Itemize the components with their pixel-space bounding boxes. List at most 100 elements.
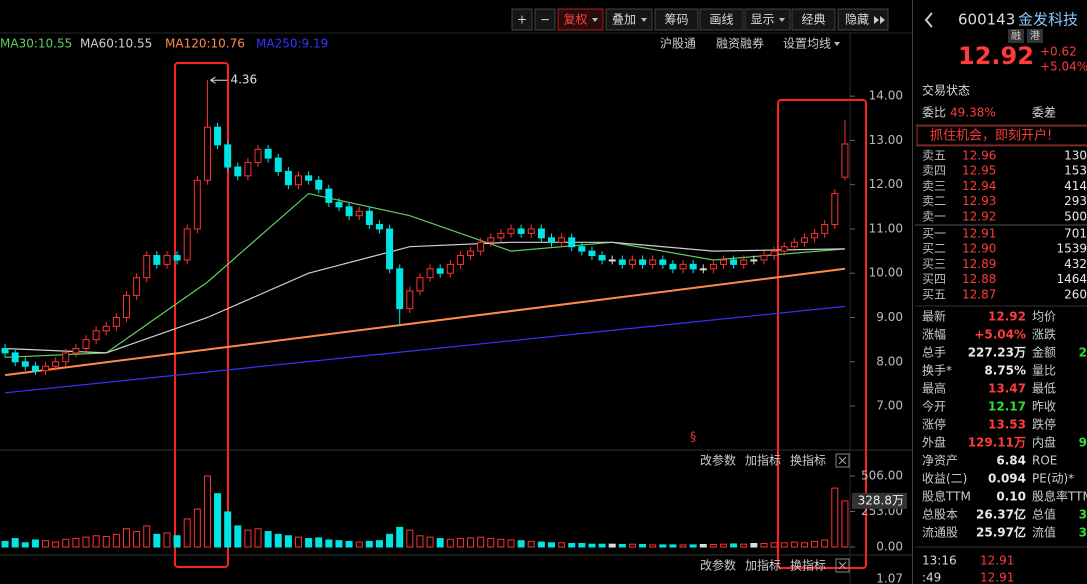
toolbar-button[interactable] [557, 8, 604, 31]
stat-value: 26.37亿 [976, 507, 1026, 522]
book-volume: 260 [1064, 287, 1087, 301]
toolbar-button[interactable] [744, 8, 791, 31]
candle-body [679, 263, 687, 270]
stat-value: 13.47 [988, 382, 1026, 396]
toolbar-button[interactable] [654, 8, 699, 31]
volume-bar [598, 543, 606, 548]
volume-bar [679, 544, 687, 548]
candle-body [72, 347, 80, 354]
candle-body [11, 352, 19, 363]
panel-button[interactable]: 加指标 [745, 558, 781, 573]
volume-bar [355, 541, 363, 548]
stat-label: 外盘 [922, 435, 946, 450]
candle-body [740, 259, 748, 265]
volume-bar [82, 536, 90, 548]
volume-bar [183, 518, 191, 548]
close-icon [838, 561, 847, 570]
stat-label: 净资产 [922, 454, 958, 468]
panel-button[interactable]: 改参数 [700, 453, 736, 468]
volume-bar [173, 535, 181, 548]
volume-bar [618, 543, 626, 548]
candle-body [669, 263, 677, 270]
stat-value: 227.23万 [968, 346, 1026, 360]
volume-bar [42, 540, 50, 548]
y-tick-label: 9.00 [876, 310, 903, 324]
candle-body [770, 250, 778, 257]
panel-button[interactable]: 换指标 [790, 558, 826, 573]
candle-body [264, 148, 272, 159]
panel-button[interactable]: 加指标 [745, 453, 781, 468]
candle-body [618, 259, 626, 265]
candle-body [456, 255, 464, 265]
toolbar-button[interactable] [534, 8, 556, 31]
stat-value: 3 [1079, 526, 1087, 540]
toolbar-button[interactable] [791, 8, 836, 31]
ma-line [5, 192, 845, 358]
tick-price: 12.91 [980, 554, 1014, 568]
candle-body [811, 232, 819, 239]
candle-body [406, 290, 414, 310]
candle-body [750, 259, 758, 262]
stat-label: 昨收 [1032, 400, 1056, 414]
chart-link[interactable]: 设置均线 [783, 37, 831, 51]
volume-bar [133, 531, 141, 548]
chart-link[interactable]: 沪股通 [660, 37, 696, 51]
candle-body [578, 246, 586, 252]
candle-body [305, 175, 313, 181]
volume-bar [608, 543, 616, 548]
stat-label: 金额 [1032, 345, 1056, 360]
ma-legend: MA120:10.76 [165, 37, 245, 51]
toolbar-button[interactable] [699, 8, 744, 31]
candle-body [487, 237, 495, 243]
book-price: 12.94 [962, 179, 996, 193]
volume-bar [507, 539, 515, 548]
candle-body [112, 317, 120, 327]
candle-body [446, 263, 454, 274]
candle-body [92, 330, 100, 341]
tick-price: 12.91 [980, 571, 1014, 584]
volume-bar [780, 542, 788, 548]
panel-button[interactable]: 换指标 [790, 453, 826, 468]
volume-bar [811, 540, 819, 548]
toolbar-button[interactable] [511, 8, 533, 31]
panel-button[interactable]: 改参数 [700, 558, 736, 573]
banner-text[interactable]: 抓住机会，即刻开户! [930, 128, 1052, 144]
volume-bar [699, 543, 707, 548]
candle-body [193, 179, 201, 230]
candle-body [790, 241, 798, 248]
toolbar-button[interactable] [605, 8, 653, 31]
book-label: 卖二 [922, 194, 946, 208]
dropdown-arrow [592, 18, 598, 22]
volume-bar [770, 542, 778, 548]
candle-body [345, 206, 353, 217]
close-button[interactable] [835, 453, 850, 468]
badge [1027, 29, 1043, 43]
book-label: 卖三 [922, 179, 946, 193]
chart-link[interactable]: 融资融券 [716, 36, 764, 51]
volume-bar [821, 539, 829, 548]
candle-body [821, 224, 829, 234]
volume-bar [750, 542, 758, 548]
book-label: 买一 [922, 227, 946, 241]
volume-bar [527, 540, 535, 548]
volume-bar [740, 543, 748, 548]
close-button[interactable] [835, 558, 850, 573]
banner-box[interactable] [916, 125, 1087, 146]
volume-bar [426, 536, 434, 548]
back-button[interactable] [924, 12, 933, 28]
stat-label: 涨幅 [922, 327, 946, 342]
book-price: 12.87 [962, 287, 996, 301]
volume-bar [436, 538, 444, 548]
volume-bar [760, 542, 768, 548]
book-label: 买四 [922, 272, 946, 286]
toolbar-button[interactable] [837, 8, 889, 31]
stat-label: 收益(二) [922, 472, 967, 486]
volume-bar [790, 541, 798, 548]
stat-value: 8.75% [984, 364, 1026, 378]
book-price: 12.88 [962, 272, 996, 286]
stat-value: 9 [1079, 436, 1087, 450]
book-price: 12.95 [962, 164, 996, 178]
current-volume-label: 328.8万 [858, 493, 904, 507]
